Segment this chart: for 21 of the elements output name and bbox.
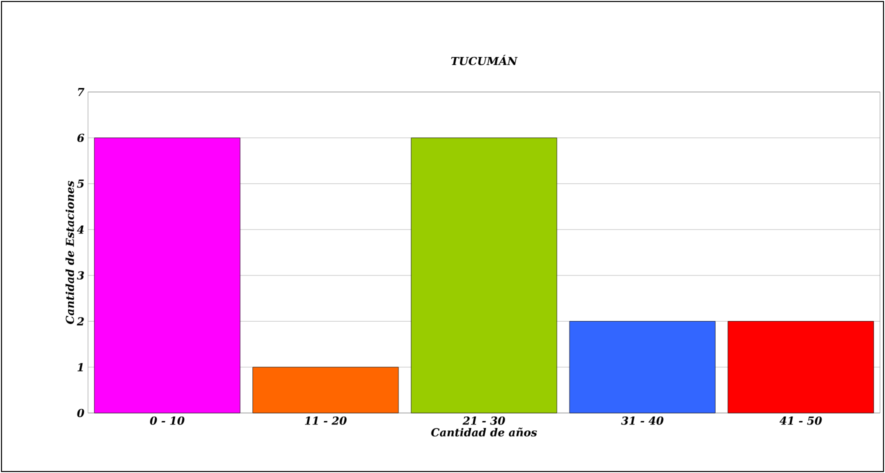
x-tick-label: 21 - 30: [462, 416, 505, 425]
bar: [569, 321, 716, 414]
bar: [252, 366, 399, 414]
y-tick-label: 1: [78, 363, 83, 372]
x-axis-title: Cantidad de años: [431, 428, 537, 436]
chart-title: TUCUMÁN: [451, 54, 518, 66]
y-tick-label: 2: [76, 317, 84, 326]
y-tick-label: 5: [77, 180, 84, 188]
y-tick-label: 6: [77, 134, 84, 142]
y-axis-title: Cantidad de Estaciones: [66, 180, 74, 324]
x-tick-label: 41 - 50: [780, 416, 822, 425]
x-tick-label: 31 - 40: [621, 416, 664, 425]
y-tick-label: 3: [76, 271, 84, 280]
y-tick-label: 0: [77, 408, 84, 418]
bar: [728, 321, 874, 414]
bar: [410, 138, 558, 414]
x-tick-label: 11 - 20: [304, 416, 347, 425]
y-tick-label: 4: [76, 226, 84, 234]
x-tick-label: 0 - 10: [150, 416, 184, 425]
y-tick-label: 7: [78, 88, 84, 96]
bar: [94, 138, 240, 414]
